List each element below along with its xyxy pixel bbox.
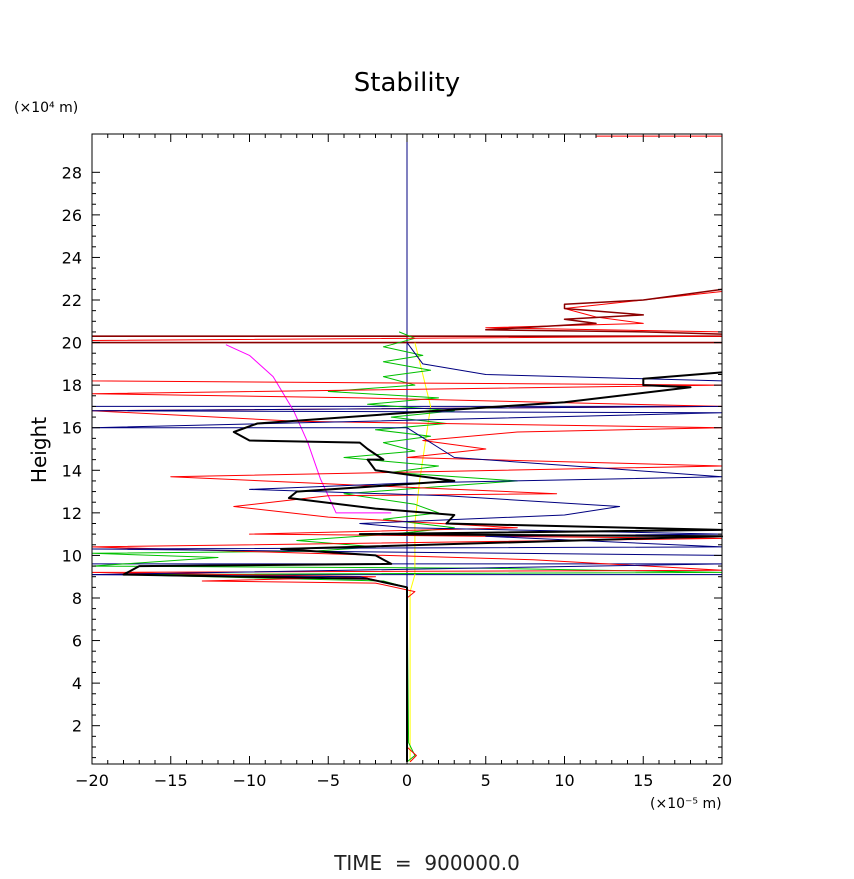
x-axis: −20 −15 −10 −5 0 5 10 15 20	[75, 134, 732, 790]
y-tick-label: 22	[62, 291, 82, 310]
x-tick-label: −20	[75, 771, 109, 790]
y-tick-label: 12	[62, 504, 82, 523]
time-footer: TIME = 900000.0	[333, 851, 520, 875]
x-tick-label: −10	[233, 771, 267, 790]
x-unit-label: (×10⁻⁵ m)	[650, 796, 722, 812]
y-tick-label: 8	[72, 589, 82, 608]
x-tick-label: 15	[633, 771, 653, 790]
y-tick-label: 6	[72, 632, 82, 651]
x-tick-label: −5	[316, 771, 340, 790]
y-tick-label: 16	[62, 419, 82, 438]
y-tick-label: 20	[62, 334, 82, 353]
y-unit-label: (×10⁴ m)	[14, 100, 78, 116]
chart-title: Stability	[354, 68, 460, 98]
series-line-7	[485, 288, 723, 335]
y-tick-label: 26	[62, 206, 82, 225]
y-axis-label: Height	[27, 417, 51, 483]
x-tick-label: 20	[712, 771, 732, 790]
y-tick-label: 28	[62, 163, 82, 182]
x-tick-label: −15	[154, 771, 188, 790]
series-line-2	[409, 342, 432, 762]
y-tick-label: 18	[62, 376, 82, 395]
x-tick-label: 10	[554, 771, 574, 790]
y-tick-label: 4	[72, 674, 82, 693]
y-tick-label: 24	[62, 248, 82, 267]
series-line-1	[225, 344, 392, 514]
series-line-6	[122, 371, 723, 762]
plot-area: −20 −15 −10 −5 0 5 10 15 20 24681012141618202224…	[62, 133, 732, 790]
y-tick-label: 14	[62, 461, 82, 480]
y-tick-label: 10	[62, 546, 82, 565]
y-tick-label: 2	[72, 717, 82, 736]
x-tick-label: 0	[402, 771, 412, 790]
x-tick-label: 5	[481, 771, 491, 790]
